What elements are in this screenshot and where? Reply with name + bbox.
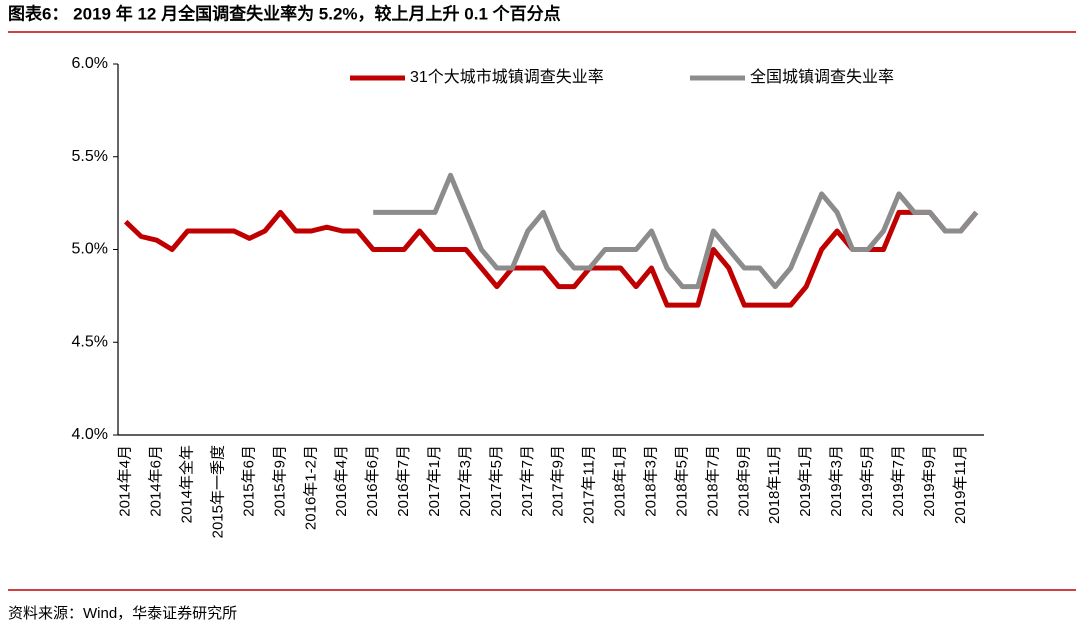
x-tick-label: 2017年5月 (488, 445, 505, 517)
x-tick-label: 2019年1月 (797, 445, 814, 517)
x-tick-label: 2016年4月 (333, 445, 350, 517)
y-tick-label: 4.0% (72, 426, 108, 443)
series-line (123, 209, 979, 308)
x-tick-label: 2019年5月 (859, 445, 876, 517)
chart-title: 图表6： 2019 年 12 月全国调查失业率为 5.2%，较上月上升 0.1 … (8, 3, 561, 23)
x-tick-label: 2015年6月 (240, 445, 257, 517)
x-tick-label: 2015年9月 (271, 445, 288, 517)
x-tick-label: 2017年9月 (550, 445, 567, 517)
x-tick-label: 2016年1-2月 (302, 445, 319, 530)
x-tick-label: 2019年9月 (921, 445, 938, 517)
x-tick-label: 2018年9月 (735, 445, 752, 517)
x-tick-label: 2019年7月 (890, 445, 907, 517)
x-tick-label: 2019年3月 (828, 445, 845, 517)
y-tick-label: 4.5% (72, 333, 108, 350)
x-tick-label: 2017年3月 (457, 445, 474, 517)
x-tick-label: 2018年1月 (612, 445, 629, 517)
series-line (373, 172, 979, 290)
x-tick-label: 2018年3月 (642, 445, 659, 517)
x-tick-label: 2015年一季度 (209, 445, 226, 538)
x-tick-label: 2014年全年 (178, 445, 196, 523)
legend-label: 31个大城市城镇调查失业率 (410, 68, 604, 86)
x-tick-label: 2016年7月 (395, 445, 412, 517)
x-tick-label: 2017年1月 (426, 445, 443, 517)
y-tick-label: 6.0% (72, 55, 108, 72)
x-tick-label: 2016年6月 (364, 445, 381, 517)
x-tick-label: 2017年11月 (581, 445, 598, 524)
x-tick-label: 2019年11月 (952, 445, 969, 524)
source: 资料来源：Wind，华泰证券研究所 (8, 605, 237, 622)
y-tick-label: 5.0% (72, 241, 108, 258)
x-tick-label: 2018年11月 (766, 445, 783, 524)
x-tick-label: 2014年6月 (148, 445, 165, 517)
y-tick-label: 5.5% (72, 148, 108, 165)
x-tick-label: 2017年7月 (519, 445, 536, 517)
legend-label: 全国城镇调查失业率 (750, 68, 894, 86)
x-tick-label: 2014年4月 (117, 445, 134, 517)
x-tick-label: 2018年7月 (704, 445, 721, 517)
x-tick-label: 2018年5月 (673, 445, 690, 517)
